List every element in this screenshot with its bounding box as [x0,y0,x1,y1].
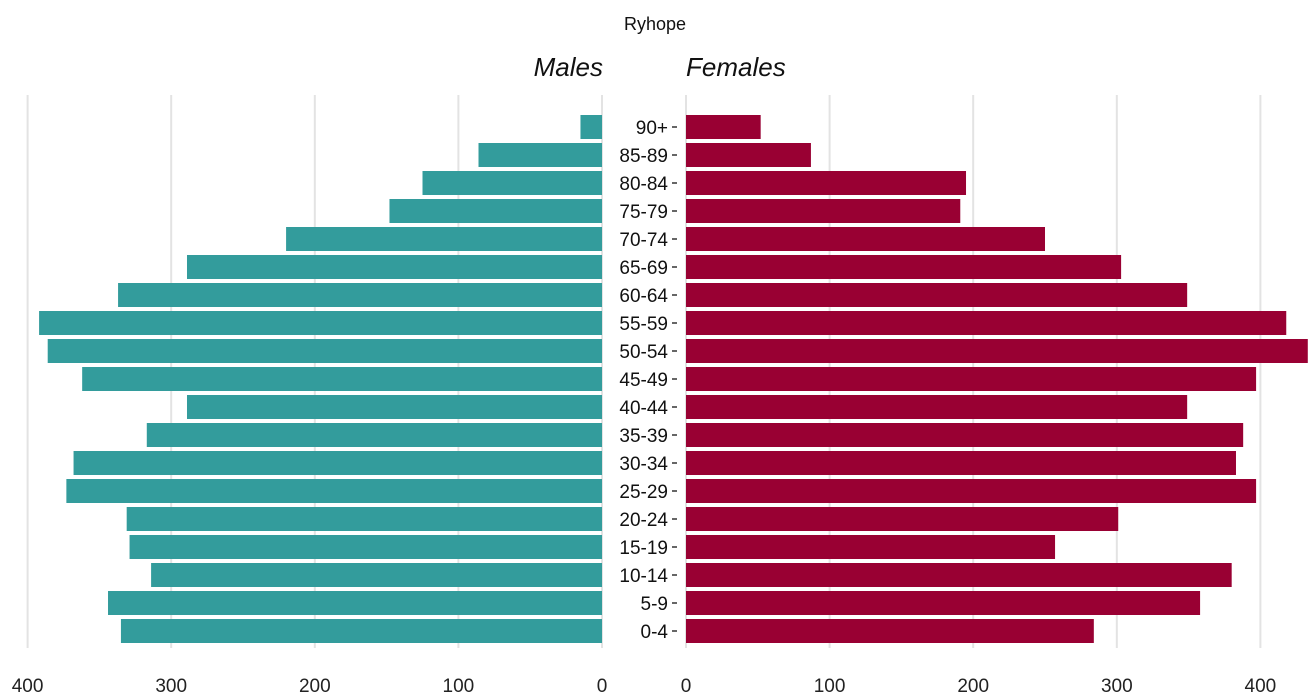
age-label-85-89: 85-89 [619,146,668,167]
bar-male-45-49 [82,367,603,391]
age-label-0-4: 0-4 [641,622,669,643]
age-label-55-59: 55-59 [619,314,668,335]
bar-male-60-64 [118,283,603,307]
age-label-35-39: 35-39 [619,426,668,447]
bar-male-40-44 [186,395,602,419]
bar-male-65-69 [186,255,602,279]
x-tick-female-0: 0 [681,676,692,695]
bar-female-40-44 [686,395,1188,419]
bar-female-10-14 [686,563,1232,587]
bar-female-45-49 [686,367,1257,391]
bar-female-5-9 [686,591,1201,615]
bar-male-20-24 [126,507,603,531]
bar-male-70-74 [286,227,602,251]
bar-male-35-39 [146,423,602,447]
x-tick-male-400: 400 [12,676,44,695]
age-label-65-69: 65-69 [619,258,668,279]
age-label-20-24: 20-24 [619,510,668,531]
bar-male-0-4 [120,619,602,643]
males-side-label: Males [534,52,603,82]
bar-male-50-54 [47,339,603,363]
bar-female-90+ [686,115,761,139]
bar-female-0-4 [686,619,1094,643]
age-label-25-29: 25-29 [619,482,668,503]
x-tick-male-200: 200 [299,676,331,695]
bar-male-55-59 [39,311,602,335]
chart-title: Ryhope [624,14,686,34]
bar-male-85-89 [478,143,602,167]
age-label-60-64: 60-64 [619,286,668,307]
x-axis-ticks: 400 300 200 100 0 0 100 200 300 400 [12,676,1277,695]
age-label-45-49: 45-49 [619,370,668,391]
age-label-10-14: 10-14 [619,566,668,587]
bar-female-75-79 [686,199,961,223]
x-tick-female-400: 400 [1245,676,1277,695]
bar-female-25-29 [686,479,1257,503]
bar-female-35-39 [686,423,1244,447]
bar-female-15-19 [686,535,1056,559]
age-label-40-44: 40-44 [619,398,668,419]
age-label-70-74: 70-74 [619,230,668,251]
age-label-80-84: 80-84 [619,174,668,195]
bar-male-25-29 [66,479,602,503]
age-label-15-19: 15-19 [619,538,668,559]
x-tick-female-100: 100 [814,676,846,695]
age-labels: 0-4 5-9 10-14 15-19 20-24 25-29 30-34 35-39 40-4… [619,118,668,643]
bar-female-55-59 [686,311,1287,335]
bar-male-5-9 [108,591,603,615]
x-tick-female-300: 300 [1101,676,1133,695]
x-tick-male-300: 300 [155,676,187,695]
females-side-label: Females [686,52,786,82]
age-label-75-79: 75-79 [619,202,668,223]
bar-male-15-19 [129,535,602,559]
age-label-90+: 90+ [636,118,668,139]
age-label-30-34: 30-34 [619,454,668,475]
bar-male-10-14 [151,563,602,587]
bar-female-50-54 [686,339,1308,363]
bar-female-85-89 [686,143,811,167]
bar-female-65-69 [686,255,1122,279]
bar-male-90+ [580,115,602,139]
bars [39,115,1308,643]
age-label-5-9: 5-9 [641,594,668,615]
bar-female-30-34 [686,451,1236,475]
bar-male-75-79 [389,199,602,223]
x-tick-male-0: 0 [597,676,608,695]
bar-female-80-84 [686,171,967,195]
bar-male-80-84 [422,171,602,195]
bar-female-60-64 [686,283,1188,307]
x-tick-female-200: 200 [957,676,989,695]
bar-female-70-74 [686,227,1045,251]
bar-female-20-24 [686,507,1119,531]
age-label-50-54: 50-54 [619,342,668,363]
bar-male-30-34 [73,451,602,475]
x-tick-male-100: 100 [443,676,475,695]
